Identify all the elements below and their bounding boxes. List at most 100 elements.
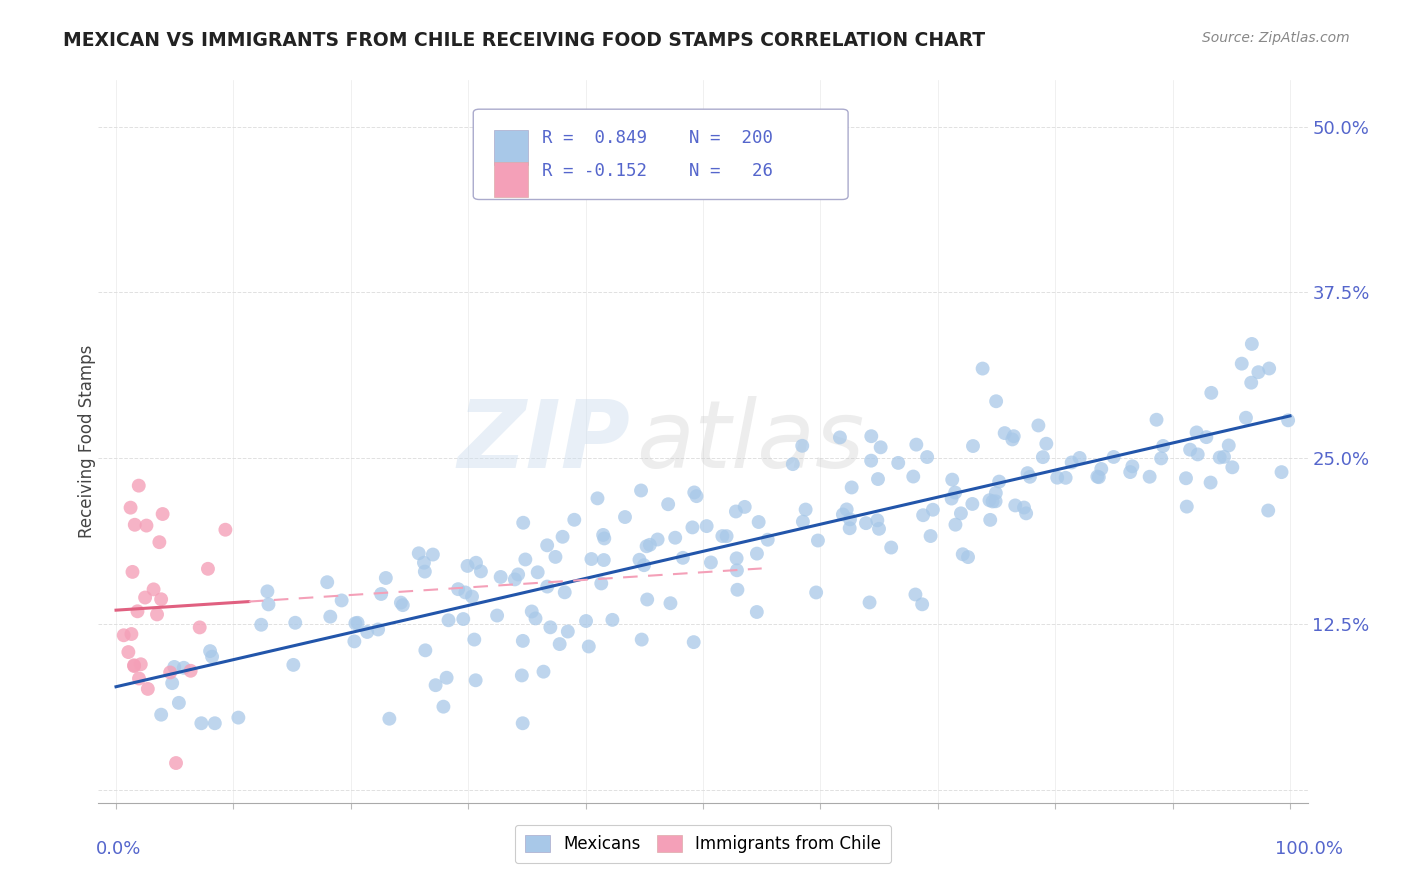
Point [841,480,863,494]
Point [984,486,1007,500]
Point [451,612,474,626]
Point [880,541,903,555]
Point [858,595,880,609]
Point [180,664,202,678]
Point [1121,459,1143,474]
Y-axis label: Receiving Food Stamps: Receiving Food Stamps [79,345,96,538]
Point [367,623,389,637]
Point [839,512,862,526]
Point [503,573,526,587]
Point [1028,418,1050,433]
Point [860,429,883,443]
Point [1199,475,1222,490]
Point [1015,507,1038,521]
Point [124,517,146,532]
Point [1019,470,1042,484]
Point [425,678,447,692]
Point [994,426,1017,441]
Point [524,611,547,625]
Point [1218,438,1240,452]
Point [121,565,143,579]
Point [1119,465,1142,479]
Point [512,716,534,731]
Point [782,457,804,471]
Bar [494,162,527,196]
Point [647,533,669,547]
Point [943,485,966,500]
Point [664,531,686,545]
Point [346,615,368,630]
Point [868,522,890,536]
Point [557,624,579,639]
Point [1060,455,1083,469]
Point [1240,337,1263,351]
Point [904,587,927,601]
Point [911,597,934,611]
Point [725,563,748,577]
Point [1032,450,1054,464]
Point [548,637,571,651]
Point [551,530,574,544]
Point [117,645,139,659]
Point [962,497,984,511]
Point [1257,503,1279,517]
Point [860,453,883,467]
Point [591,576,613,591]
Point [831,508,853,522]
Point [257,598,280,612]
Point [554,585,576,599]
Point [538,620,561,634]
Point [135,518,157,533]
Point [283,657,305,672]
Point [988,475,1011,489]
Point [659,596,682,610]
Point [794,502,817,516]
Point [905,437,928,451]
Point [316,575,339,590]
Point [1187,447,1209,461]
Point [1017,466,1039,480]
Point [198,644,221,658]
Point [128,478,150,492]
Point [592,553,614,567]
Point [454,585,477,599]
Point [1195,430,1218,444]
Legend: Mexicans, Immigrants from Chile: Mexicans, Immigrants from Chile [515,825,891,863]
Point [725,582,748,597]
Point [949,507,972,521]
Point [167,696,190,710]
Point [972,361,994,376]
Point [214,523,236,537]
Point [1247,365,1270,379]
Point [807,533,830,548]
Point [152,507,174,521]
Point [533,665,555,679]
Point [734,500,756,514]
Point [593,532,616,546]
Point [330,593,353,607]
Point [1012,500,1035,515]
Point [413,556,436,570]
Point [1220,460,1243,475]
Point [343,634,366,648]
Point [197,562,219,576]
Point [696,519,718,533]
Point [464,673,486,688]
Point [120,627,142,641]
Point [984,394,1007,409]
Point [915,450,938,464]
Point [748,515,770,529]
Point [461,590,484,604]
Point [159,665,181,680]
Point [636,592,658,607]
Point [941,491,963,506]
Point [804,585,827,599]
Point [160,676,183,690]
Point [711,529,734,543]
Point [163,660,186,674]
Point [1277,413,1299,427]
Text: 0.0%: 0.0% [96,840,141,858]
Point [204,716,226,731]
Point [630,632,652,647]
Point [685,489,707,503]
